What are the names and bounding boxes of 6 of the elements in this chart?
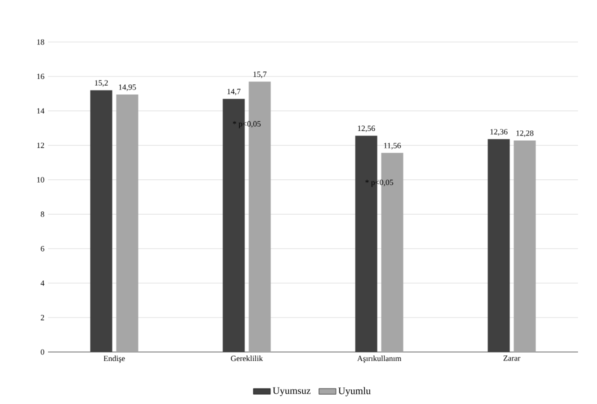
legend-label: Uyumlu <box>338 387 371 396</box>
bar <box>514 140 536 352</box>
bar <box>116 94 138 352</box>
bar <box>488 139 510 352</box>
legend-label: Uyumsuz <box>272 387 310 396</box>
bar <box>90 90 112 352</box>
